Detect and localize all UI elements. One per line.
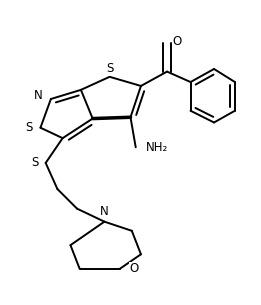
Text: NH₂: NH₂ [146, 141, 168, 154]
Text: S: S [31, 156, 38, 170]
Text: N: N [34, 89, 43, 102]
Text: N: N [100, 205, 109, 218]
Text: S: S [25, 121, 32, 134]
Text: S: S [106, 63, 113, 75]
Text: O: O [129, 262, 138, 275]
Text: O: O [172, 35, 182, 48]
